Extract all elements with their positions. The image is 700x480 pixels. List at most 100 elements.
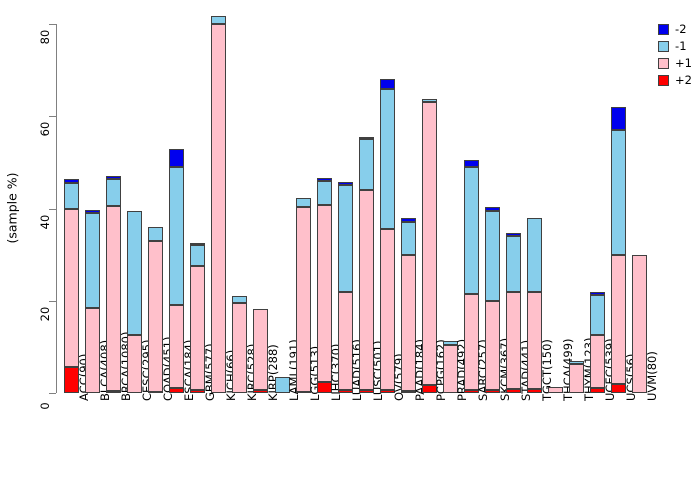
bar-segment xyxy=(463,167,479,294)
bar-segment xyxy=(421,102,437,385)
bar-stack[interactable] xyxy=(148,24,164,393)
bar-stack[interactable] xyxy=(611,24,627,393)
bar-segment xyxy=(569,360,585,364)
legend-item[interactable]: +2 xyxy=(658,73,692,87)
bar-segment xyxy=(295,207,311,393)
bar-segment xyxy=(232,303,248,393)
legend-item-label: +1 xyxy=(675,55,692,70)
bar-segment xyxy=(64,367,79,393)
legend-swatch-icon xyxy=(658,57,670,69)
bar-segment xyxy=(611,130,627,255)
bar-segment xyxy=(463,390,479,393)
bar-segment xyxy=(590,294,606,336)
bar-segment xyxy=(169,388,185,393)
bar-stack[interactable] xyxy=(337,24,353,393)
bar-stack[interactable] xyxy=(295,24,311,393)
bar-stack[interactable] xyxy=(548,24,564,393)
bar-segment xyxy=(358,389,374,393)
bar-stack[interactable] xyxy=(64,24,79,393)
bar-segment xyxy=(85,307,101,393)
bar-segment xyxy=(211,24,227,393)
bar-segment xyxy=(190,245,206,267)
bar-stack[interactable] xyxy=(421,24,437,393)
bar-stack[interactable] xyxy=(211,16,227,393)
bar-segment xyxy=(211,16,227,24)
y-axis-tick xyxy=(49,116,56,117)
bar-stack[interactable] xyxy=(485,24,500,393)
bar-segment xyxy=(232,296,248,304)
bar-segment xyxy=(463,160,479,167)
bar-segment xyxy=(527,217,543,292)
bar-segment xyxy=(485,390,500,393)
bar-segment xyxy=(316,177,332,181)
bar-stack[interactable] xyxy=(442,24,458,393)
legend-item[interactable]: +1 xyxy=(658,56,692,70)
bar-segment xyxy=(316,204,332,383)
bar-stack[interactable] xyxy=(232,24,248,393)
bar-segment xyxy=(379,79,395,89)
legend-item[interactable]: -2 xyxy=(658,22,692,36)
bar-segment xyxy=(379,229,395,390)
bar-segment xyxy=(548,387,564,393)
bar-segment xyxy=(485,211,500,301)
bar-segment xyxy=(106,390,122,393)
legend-item[interactable]: -1 xyxy=(658,39,692,53)
legend: -2 -1 +1 +2 xyxy=(658,22,692,87)
bar-stack[interactable] xyxy=(169,24,185,393)
bar-segment xyxy=(148,240,164,393)
bar-segment xyxy=(358,139,374,191)
y-axis-tick-label: 80 xyxy=(38,29,52,45)
bar-stack[interactable] xyxy=(527,24,543,393)
bar-stack[interactable] xyxy=(127,24,143,393)
bar-segment xyxy=(379,389,395,393)
bar-stack[interactable] xyxy=(379,24,395,393)
bar-segment xyxy=(316,382,332,393)
bar-segment xyxy=(64,178,79,184)
bar-stack[interactable] xyxy=(506,24,522,393)
bar-segment xyxy=(421,384,437,393)
bar-segment xyxy=(169,305,185,389)
bar-stack[interactable] xyxy=(569,24,585,393)
bar-segment xyxy=(190,266,206,390)
bar-segment xyxy=(358,136,374,140)
bar-segment xyxy=(253,389,269,393)
legend-swatch-icon xyxy=(658,40,670,52)
legend-item-label: +2 xyxy=(675,72,692,87)
bar-segment xyxy=(421,99,437,103)
bar-stack[interactable] xyxy=(190,24,206,393)
y-axis-line xyxy=(56,24,57,393)
bar-segment xyxy=(400,222,416,255)
bar-stack[interactable] xyxy=(106,24,122,393)
bar-segment xyxy=(85,213,101,308)
bar-segment xyxy=(590,388,606,393)
bar-segment xyxy=(590,291,606,295)
bar-segment xyxy=(106,206,122,391)
bar-segment xyxy=(611,254,627,384)
bar-segment xyxy=(400,390,416,393)
bar-segment xyxy=(295,197,311,208)
bar-segment xyxy=(485,300,500,391)
bar-segment xyxy=(106,178,122,207)
bar-stack[interactable] xyxy=(358,24,374,393)
legend-swatch-icon xyxy=(658,74,670,86)
bar-segment xyxy=(106,176,122,179)
bar-segment xyxy=(506,389,522,393)
bar-segment xyxy=(506,232,522,237)
bar-stack[interactable] xyxy=(590,24,606,393)
bar-segment xyxy=(569,363,585,393)
bar-segment xyxy=(274,376,290,393)
bar-stack[interactable] xyxy=(253,24,269,393)
bar-segment xyxy=(463,293,479,391)
bar-stack[interactable] xyxy=(274,24,290,393)
y-axis-tick-label: 40 xyxy=(38,214,52,229)
bar-segment xyxy=(400,254,416,391)
bar-stack[interactable] xyxy=(400,24,416,393)
bar-stack[interactable] xyxy=(463,24,479,393)
bar-stack[interactable] xyxy=(632,24,648,393)
legend-swatch-icon xyxy=(658,23,670,35)
bar-stack[interactable] xyxy=(85,24,101,393)
bar-segment xyxy=(85,209,101,214)
bar-stack[interactable] xyxy=(316,24,332,393)
bar-segment xyxy=(64,208,79,368)
